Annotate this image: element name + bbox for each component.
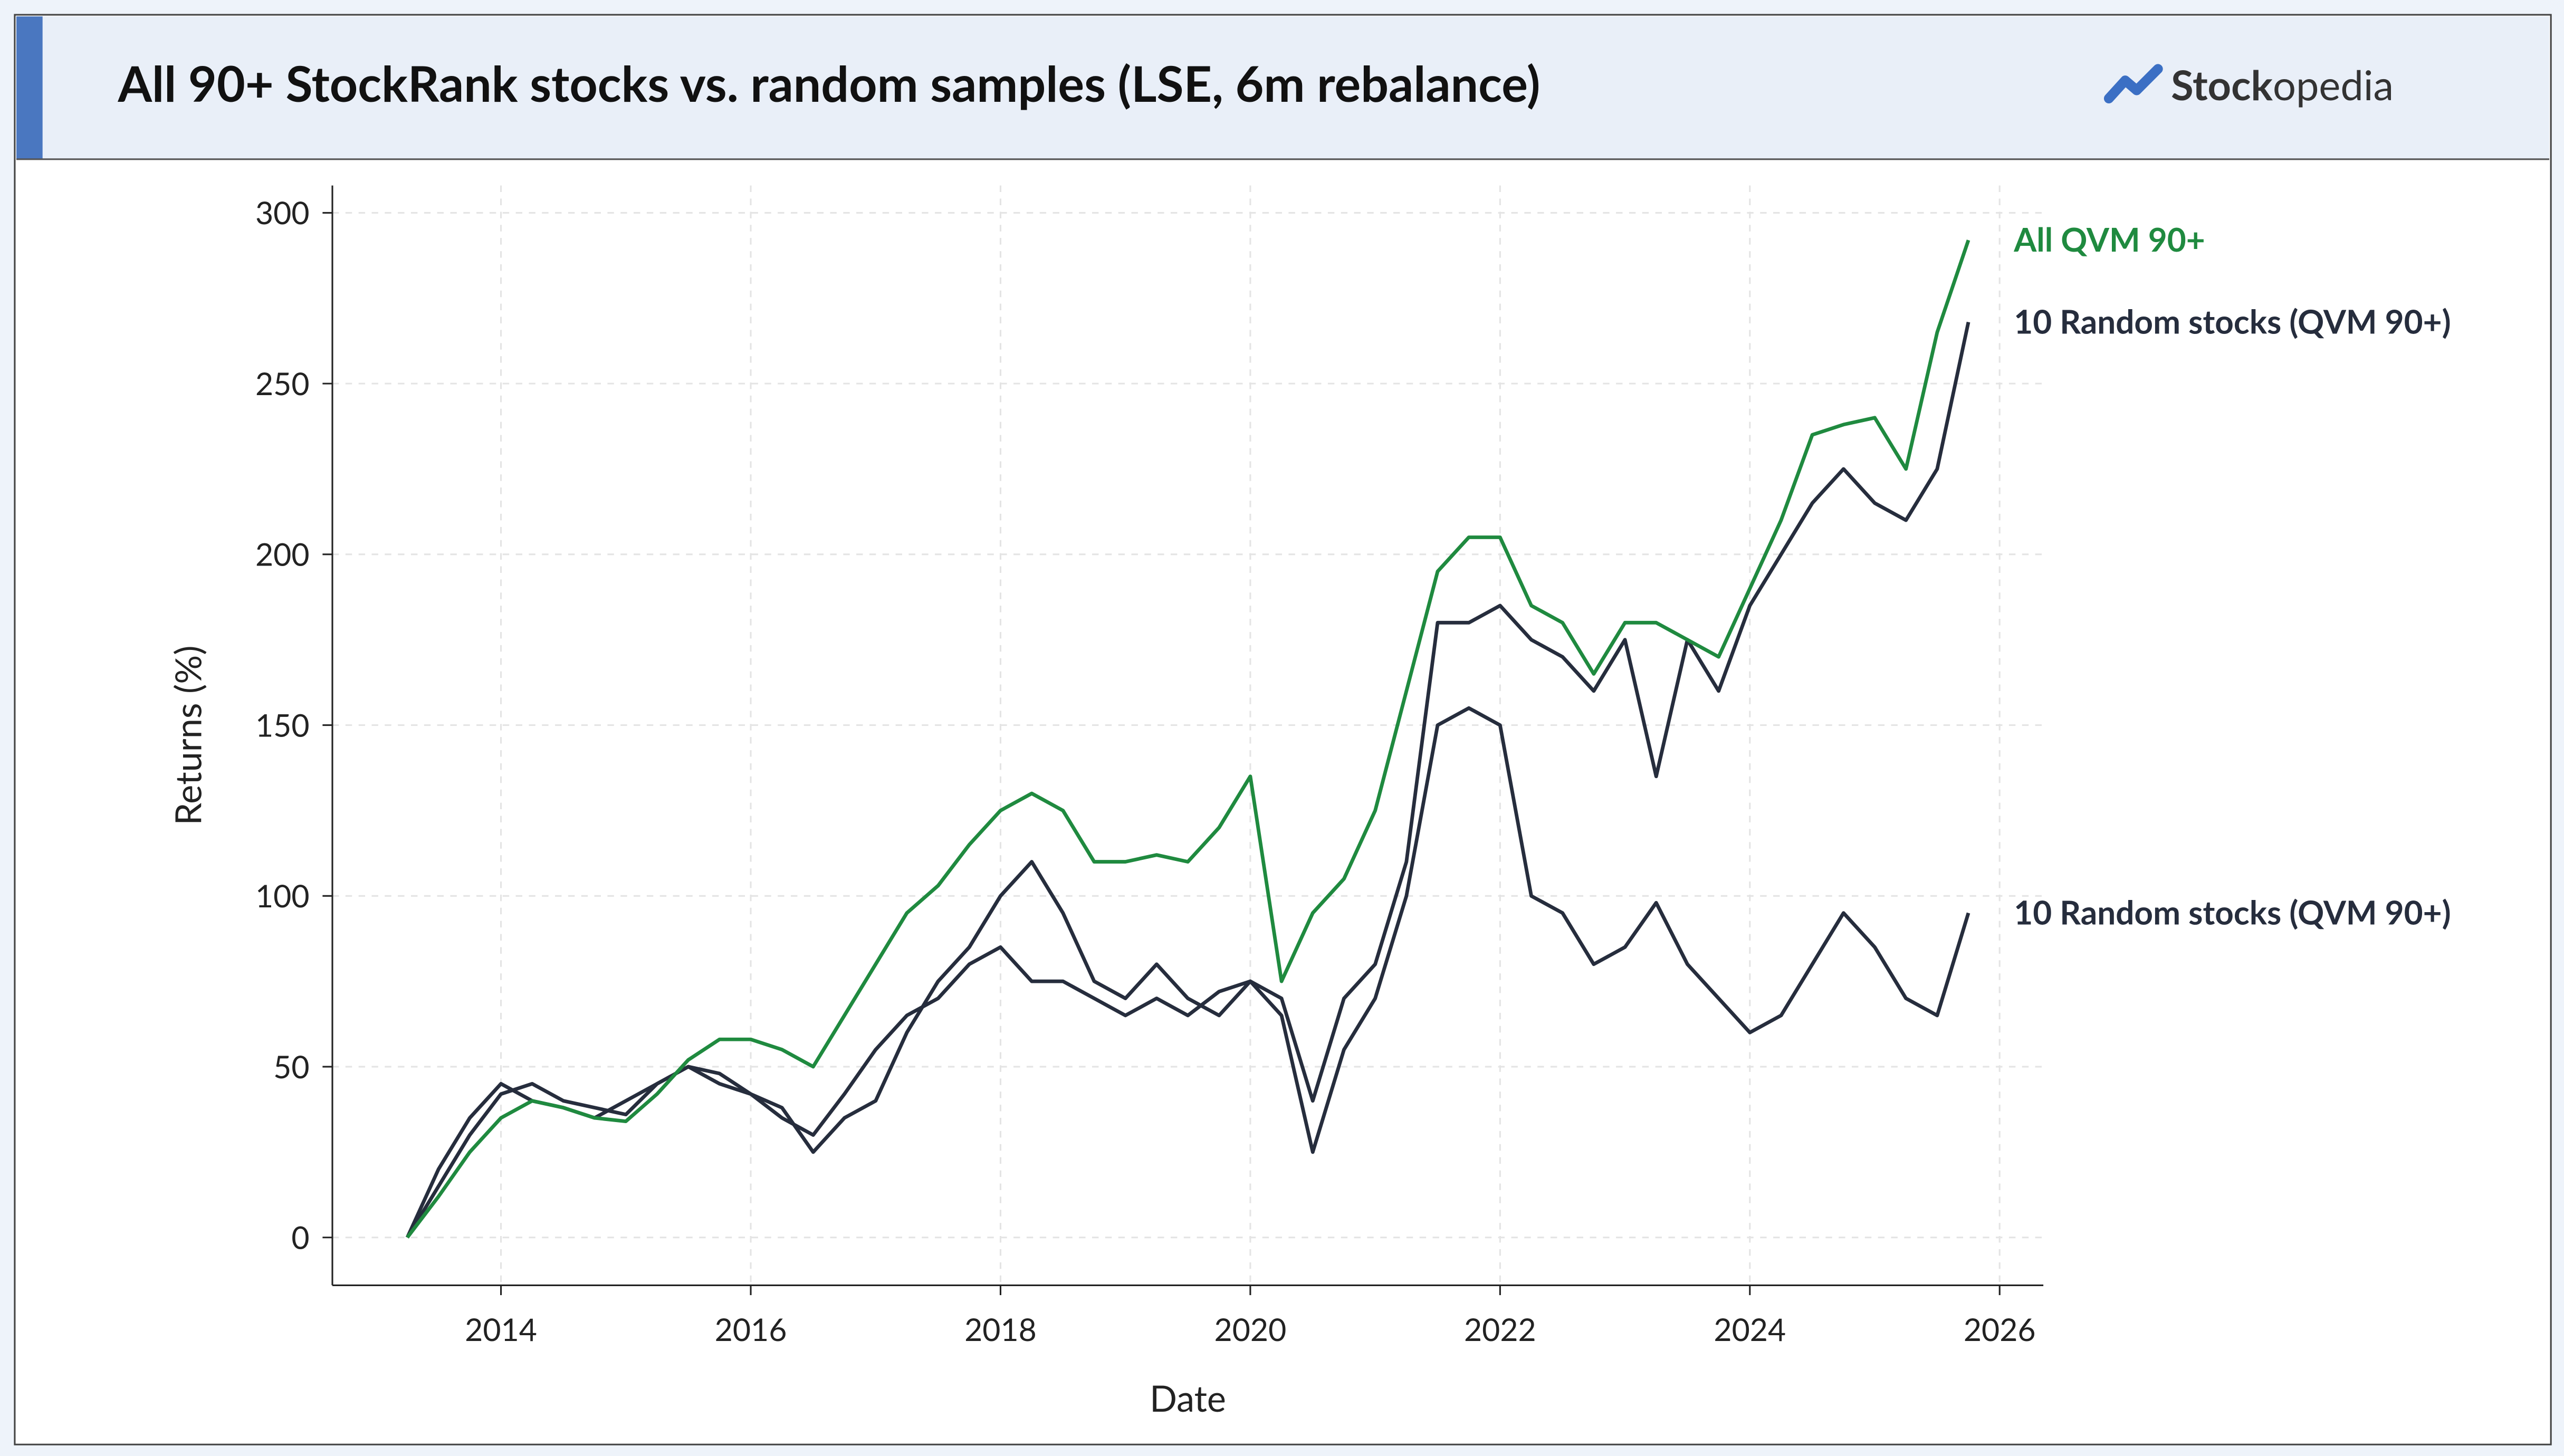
- brand-logo: Stockopedia: [2103, 60, 2394, 109]
- brand-icon: [2103, 64, 2163, 104]
- series-label: 10 Random stocks (QVM 90+): [2014, 893, 2451, 932]
- series-line: [406, 240, 1970, 1239]
- series-label: All QVM 90+: [2013, 220, 2205, 259]
- x-tick-label: 2014: [465, 1310, 537, 1348]
- y-tick-label: 150: [255, 706, 310, 743]
- x-tick-label: 2022: [1464, 1310, 1536, 1348]
- y-tick-label: 200: [255, 535, 310, 573]
- brand-name: Stockopedia: [2171, 60, 2394, 109]
- header-accent: [16, 16, 43, 159]
- x-tick-label: 2026: [1964, 1310, 2036, 1348]
- plot: 0 50 100 150 200 250 300 2014 2016 2018 2020 2022 20…: [166, 185, 2451, 1420]
- y-axis-label: Returns (%): [166, 646, 209, 826]
- x-tick-label: 2016: [715, 1310, 787, 1348]
- y-tick-label: 50: [273, 1048, 309, 1085]
- y-tick-label: 100: [255, 877, 310, 914]
- x-tick-label: 2018: [964, 1310, 1037, 1348]
- brand-light: opedia: [2273, 60, 2394, 109]
- series-label: 10 Random stocks (QVM 90+): [2014, 302, 2451, 341]
- x-tick-label: 2024: [1714, 1310, 1786, 1348]
- title: All 90+ StockRank stocks vs. random samp…: [117, 53, 1540, 112]
- y-tick-label: 0: [291, 1218, 309, 1256]
- x-axis-label: Date: [1150, 1376, 1226, 1420]
- frame: [14, 14, 2552, 1445]
- y-tick-label: 250: [255, 365, 310, 402]
- x-tick-label: 2020: [1214, 1310, 1287, 1348]
- brand-bold: Stock: [2171, 60, 2273, 109]
- y-tick-label: 300: [255, 194, 310, 231]
- series-line: [406, 321, 1970, 1239]
